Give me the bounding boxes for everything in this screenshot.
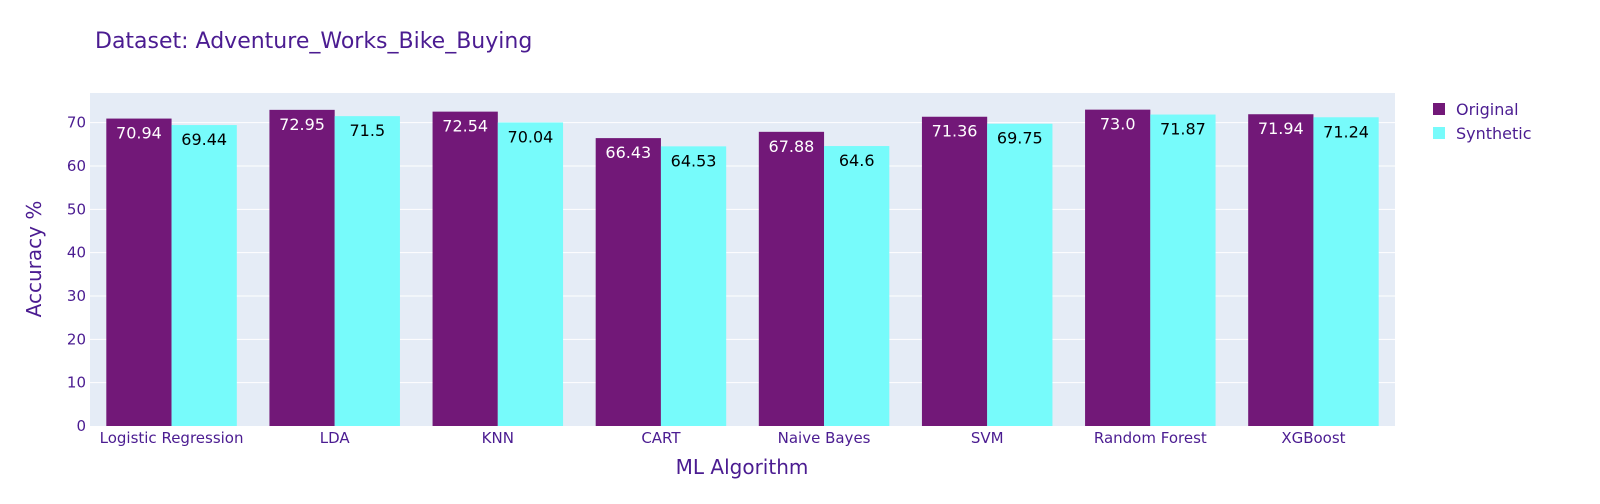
x-axis-title: ML Algorithm <box>676 455 809 479</box>
x-tick-label: KNN <box>482 429 514 447</box>
y-tick-label: 40 <box>67 244 86 262</box>
legend-label: Synthetic <box>1456 124 1532 143</box>
y-tick-label: 70 <box>67 114 86 132</box>
bar-synthetic <box>987 123 1053 426</box>
x-tick-label: XGBoost <box>1281 429 1345 447</box>
data-label: 71.94 <box>1258 119 1304 138</box>
y-axis-ticks: 0 10 20 30 40 50 60 70 <box>67 114 86 435</box>
data-label: 71.87 <box>1160 120 1206 139</box>
bar-original <box>106 118 172 426</box>
y-axis-title: Accuracy % <box>22 201 46 318</box>
bar-synthetic <box>171 125 237 426</box>
y-tick-label: 20 <box>67 330 86 348</box>
y-tick-label: 50 <box>67 200 86 218</box>
y-tick-label: 30 <box>67 287 86 305</box>
legend-item-synthetic[interactable]: Synthetic <box>1433 124 1532 143</box>
data-label: 73.0 <box>1100 115 1136 134</box>
data-label: 71.36 <box>932 122 978 141</box>
legend[interactable]: Original Synthetic <box>1433 100 1532 143</box>
data-label: 71.5 <box>350 121 386 140</box>
data-label: 64.53 <box>671 151 717 170</box>
data-label: 70.04 <box>508 127 554 146</box>
y-tick-label: 60 <box>67 157 86 175</box>
bar-original <box>921 116 988 426</box>
bar-synthetic <box>334 116 400 427</box>
bar-synthetic <box>824 146 890 426</box>
x-tick-label: Naive Bayes <box>778 429 871 447</box>
bar-original <box>1248 114 1314 426</box>
x-tick-label: Random Forest <box>1094 429 1207 447</box>
bar-synthetic <box>660 146 727 427</box>
bar-synthetic <box>1313 117 1379 426</box>
data-labels: 70.94 69.44 72.95 71.5 72.54 70.04 66.43 64.53 6… <box>116 115 1369 171</box>
data-label: 69.75 <box>997 129 1043 148</box>
bars <box>106 109 1379 427</box>
bar-original <box>269 109 335 426</box>
bar-original <box>1085 109 1151 427</box>
bar-original <box>595 138 661 426</box>
data-label: 66.43 <box>605 143 651 162</box>
y-tick-label: 10 <box>67 374 86 392</box>
x-tick-label: SVM <box>971 429 1004 447</box>
legend-swatch <box>1433 127 1445 139</box>
data-label: 70.94 <box>116 124 162 143</box>
data-label: 69.44 <box>181 130 227 149</box>
chart-title: Dataset: Adventure_Works_Bike_Buying <box>95 29 532 54</box>
legend-label: Original <box>1456 100 1519 119</box>
data-label: 72.54 <box>442 117 488 136</box>
data-label: 72.95 <box>279 115 325 134</box>
bar-synthetic <box>1150 114 1216 426</box>
x-tick-label: CART <box>641 429 681 447</box>
bar-original <box>432 111 498 426</box>
x-axis-ticks: Logistic Regression LDA KNN CART Naive Bayes… <box>100 429 1346 447</box>
legend-swatch <box>1433 103 1445 115</box>
legend-item-original[interactable]: Original <box>1433 100 1519 119</box>
data-label: 67.88 <box>769 137 815 156</box>
x-tick-label: LDA <box>320 429 351 447</box>
data-label: 64.6 <box>839 151 875 170</box>
data-label: 71.24 <box>1323 122 1369 141</box>
bar-synthetic <box>497 122 564 426</box>
x-tick-label: Logistic Regression <box>100 429 244 447</box>
bar-original <box>758 131 825 426</box>
y-tick-label: 0 <box>76 417 86 435</box>
